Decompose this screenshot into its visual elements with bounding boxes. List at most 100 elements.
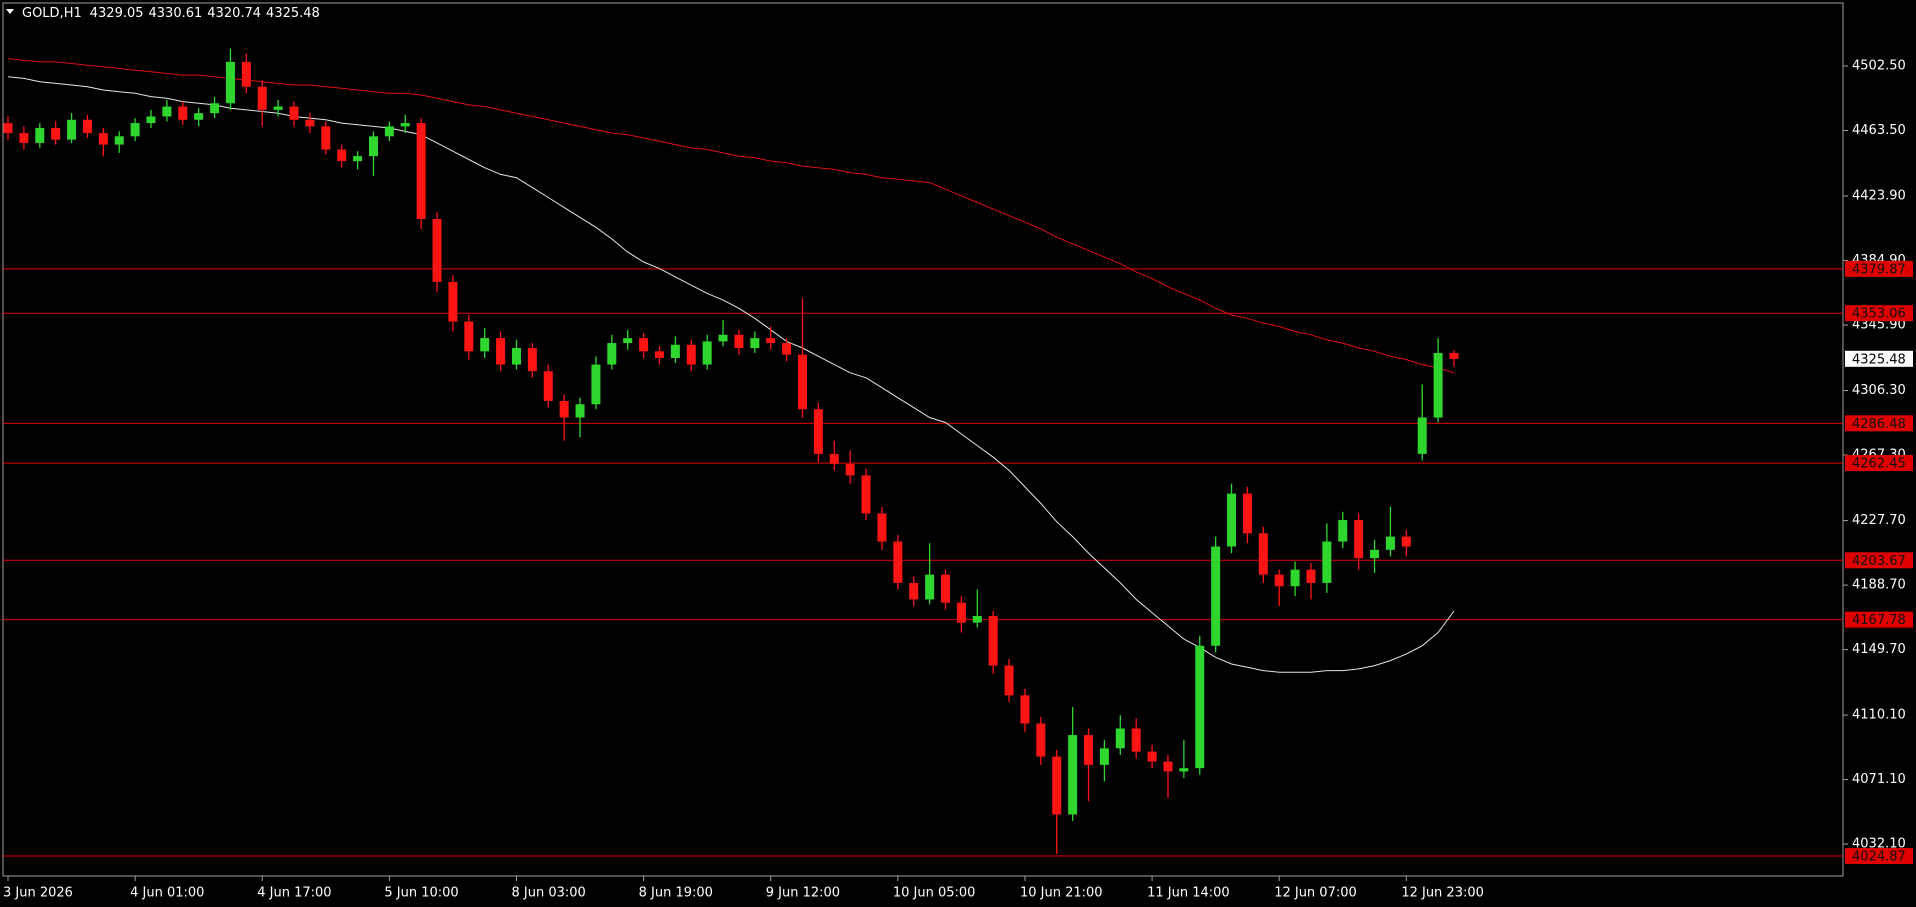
candle-body — [702, 341, 712, 365]
y-tick-label: 4306.30 — [1852, 383, 1906, 398]
x-tick-label: 8 Jun 19:00 — [639, 886, 713, 901]
candle-body — [1322, 541, 1332, 583]
candle-body — [543, 371, 553, 401]
candle-body — [654, 351, 664, 358]
candle-body — [480, 338, 490, 352]
level-tag — [1845, 611, 1913, 628]
level-label: 4286.48 — [1852, 417, 1906, 432]
candle-body — [988, 615, 998, 666]
y-tick-label: 4188.70 — [1852, 578, 1906, 593]
price-tag — [1845, 350, 1913, 367]
symbol: GOLD,H1 — [22, 6, 82, 21]
candle-body — [1242, 493, 1252, 534]
y-tick-label: 4423.90 — [1852, 189, 1906, 204]
candle-body — [1052, 756, 1062, 815]
price-label: 4325.48 — [1852, 352, 1906, 367]
y-tick-label: 4110.10 — [1852, 708, 1906, 723]
candle-body — [241, 61, 251, 87]
candle-body — [178, 106, 188, 120]
x-tick-label: 12 Jun 07:00 — [1274, 886, 1357, 901]
x-tick-label: 10 Jun 21:00 — [1020, 886, 1103, 901]
level-label: 4203.67 — [1852, 554, 1906, 569]
x-tick-label: 11 Jun 14:00 — [1147, 886, 1230, 901]
header: GOLD,H1 4329.05 4330.61 4320.74 4325.48 — [22, 6, 320, 21]
candle-body — [51, 128, 61, 140]
candle-body — [877, 513, 887, 542]
candle-body — [353, 156, 363, 162]
candle-body — [257, 86, 267, 110]
candle-body — [1274, 574, 1284, 587]
x-tick-label: 9 Jun 12:00 — [766, 886, 840, 901]
candle-body — [893, 541, 903, 583]
level-tag — [1845, 260, 1913, 277]
candle-body — [1099, 748, 1109, 765]
candle-body — [1385, 536, 1395, 550]
candle-body — [845, 463, 855, 476]
candle-body — [1449, 352, 1459, 359]
x-tick-label: 12 Jun 23:00 — [1401, 886, 1484, 901]
candle-body — [273, 106, 283, 110]
candle-body — [670, 344, 680, 358]
candle-body — [3, 123, 13, 134]
symbol-menu[interactable] — [6, 9, 14, 14]
candle-body — [1131, 728, 1141, 752]
candle-body — [82, 119, 92, 134]
candle-body — [941, 574, 951, 603]
candle-body — [194, 113, 204, 120]
candle-body — [1115, 728, 1125, 749]
x-tick-label: 4 Jun 17:00 — [257, 886, 331, 901]
candle-body — [861, 475, 871, 514]
x-tick-label: 5 Jun 10:00 — [384, 886, 458, 901]
candle-body — [623, 338, 633, 344]
candle-body — [956, 602, 966, 623]
level-label: 4379.87 — [1852, 262, 1906, 277]
candle-body — [1401, 536, 1411, 547]
candle-body — [19, 133, 29, 143]
candle-body — [321, 126, 331, 150]
level-tag — [1845, 455, 1913, 472]
candle-body — [210, 103, 220, 114]
candle-body — [1370, 549, 1380, 559]
candle-body — [527, 348, 537, 372]
candle-body — [448, 281, 458, 322]
candle-body — [734, 334, 744, 349]
candle-body — [591, 364, 601, 405]
y-tick-label: 4502.50 — [1852, 59, 1906, 74]
y-tick-label: 4032.10 — [1852, 837, 1906, 852]
level-label: 4167.78 — [1852, 613, 1906, 628]
level-tag — [1845, 848, 1913, 865]
candle-body — [416, 123, 426, 220]
x-tick-label: 10 Jun 05:00 — [893, 886, 976, 901]
level-tag — [1845, 552, 1913, 569]
y-tick-label: 4345.90 — [1852, 318, 1906, 333]
candle-body — [559, 400, 569, 418]
candle-body — [1354, 520, 1364, 559]
candle-body — [1258, 533, 1268, 575]
candle-body — [1338, 520, 1348, 542]
candle-body — [130, 123, 140, 137]
candle-body — [607, 343, 617, 365]
y-tick-label: 4227.70 — [1852, 513, 1906, 528]
candle-body — [909, 582, 919, 600]
high-value: 4330.61 — [149, 6, 203, 21]
x-tick-label: 3 Jun 2026 — [3, 886, 73, 901]
candle-body — [384, 126, 394, 137]
close-value: 4325.48 — [266, 6, 320, 21]
level-label: 4262.45 — [1852, 457, 1906, 472]
x-tick-label: 4 Jun 01:00 — [130, 886, 204, 901]
candle-body — [1068, 735, 1078, 815]
candle-body — [813, 409, 823, 454]
candle-body — [766, 338, 776, 344]
candle-body — [1433, 352, 1443, 418]
candle-body — [1227, 493, 1237, 547]
y-tick-label: 4149.70 — [1852, 642, 1906, 657]
candle-body — [146, 116, 156, 124]
y-tick-label: 4463.50 — [1852, 123, 1906, 138]
candle-body — [1163, 761, 1173, 772]
candle-body — [1004, 665, 1014, 696]
candle-body — [1036, 723, 1046, 757]
candle-body — [1179, 768, 1189, 772]
